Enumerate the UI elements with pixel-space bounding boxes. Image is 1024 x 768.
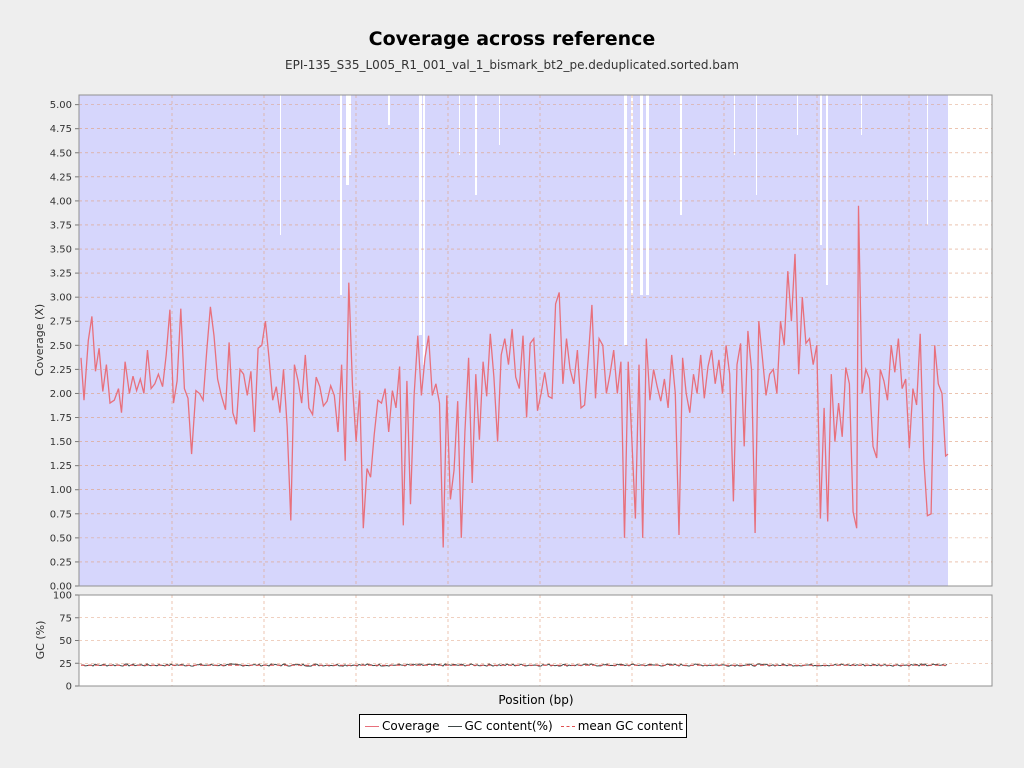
- chart-title: Coverage across reference: [368, 28, 656, 50]
- legend-label-mean-gc: mean GC content: [577, 719, 683, 733]
- gc-y-ticks: 0 25 50 75 100: [53, 591, 79, 693]
- coverage-y-tick-label-12: 3.00: [50, 293, 72, 304]
- coverage-gap-16: [756, 95, 757, 195]
- coverage-y-tick-label-7: 1.75: [50, 413, 72, 424]
- legend: Coverage GC content(%) mean GC content: [359, 714, 687, 738]
- x-axis-label: Position (bp): [498, 693, 573, 707]
- coverage-gap-18: [820, 95, 822, 245]
- coverage-y-tick-label-10: 2.50: [50, 341, 72, 352]
- coverage-gap-7: [459, 95, 460, 155]
- coverage-y-tick-label-8: 2.00: [50, 389, 72, 400]
- gc-plot: 0 25 50 75 100 GC (%): [34, 591, 993, 693]
- coverage-y-tick-label-9: 2.25: [50, 365, 72, 376]
- coverage-y-tick-label-5: 1.25: [50, 461, 72, 472]
- coverage-gap-1: [340, 95, 342, 295]
- coverage-gap-4: [388, 95, 390, 125]
- coverage-y-tick-label-11: 2.75: [50, 317, 72, 328]
- coverage-gap-13: [646, 95, 649, 295]
- coverage-y-tick-label-14: 3.50: [50, 245, 72, 256]
- coverage-y-tick-label-3: 0.75: [50, 509, 72, 520]
- legend-item-coverage: Coverage: [363, 719, 440, 733]
- coverage-plot-border: [78, 94, 993, 587]
- gc-plot-border: [78, 594, 993, 687]
- gc-y-tick-label-4: 100: [53, 591, 72, 602]
- coverage-y-tick-label-13: 3.25: [50, 269, 72, 280]
- coverage-gap-17: [797, 95, 798, 135]
- coverage-y-tick-label-15: 3.75: [50, 220, 72, 231]
- gc-y-tick-label-3: 75: [59, 613, 72, 624]
- coverage-y-tick-label-19: 4.75: [50, 124, 72, 135]
- gc-y-axis-label: GC (%): [34, 621, 47, 660]
- coverage-gaps: [280, 95, 928, 365]
- coverage-legend-swatch: [365, 725, 379, 727]
- gc-y-tick-label-2: 50: [59, 636, 72, 647]
- coverage-gap-3: [349, 95, 351, 155]
- coverage-y-tick-label-0: 0.00: [50, 582, 72, 593]
- gc-y-tick-label-0: 0: [66, 682, 72, 693]
- coverage-y-ticks: 0.00 0.25 0.50 0.75 1.00 1.25 1.50 1.75 2.00 2.25…: [50, 100, 79, 593]
- legend-label-gc-content: GC content(%): [464, 719, 553, 733]
- mean-gc-legend-swatch: [560, 725, 575, 727]
- chart-subtitle: EPI-135_S35_L005_R1_001_val_1_bismark_bt…: [285, 58, 739, 72]
- legend-item-gc-content: GC content(%): [446, 719, 553, 733]
- coverage-y-tick-label-6: 1.50: [50, 437, 72, 448]
- coverage-gap-14: [680, 95, 682, 215]
- coverage-gap-12: [640, 95, 643, 295]
- gc-content-legend-swatch: [447, 725, 462, 727]
- coverage-gap-5: [419, 95, 422, 335]
- coverage-y-tick-label-4: 1.00: [50, 485, 72, 496]
- legend-label-coverage: Coverage: [382, 719, 440, 733]
- coverage-gap-20: [861, 95, 862, 135]
- coverage-y-tick-label-20: 5.00: [50, 100, 72, 111]
- coverage-gap-8: [475, 95, 477, 195]
- coverage-y-tick-label-17: 4.25: [50, 172, 72, 183]
- coverage-y-tick-label-18: 4.50: [50, 148, 72, 159]
- coverage-y-tick-label-16: 4.00: [50, 196, 72, 207]
- coverage-gap-6: [423, 95, 425, 365]
- coverage-y-tick-label-2: 0.50: [50, 533, 72, 544]
- coverage-plot: 0.00 0.25 0.50 0.75 1.00 1.25 1.50 1.75 2.00 2.25…: [33, 94, 993, 593]
- coverage-gap-15: [734, 95, 735, 155]
- coverage-series-line: [80, 205, 949, 548]
- coverage-gap-10: [624, 95, 627, 345]
- gc-y-tick-label-1: 25: [59, 659, 72, 670]
- coverage-gap-11: [631, 95, 633, 295]
- coverage-y-axis-label: Coverage (X): [33, 304, 46, 376]
- coverage-gap-2: [346, 95, 349, 185]
- coverage-y-tick-label-1: 0.25: [50, 557, 72, 568]
- legend-item-mean-gc: mean GC content: [559, 719, 683, 733]
- coverage-gap-9: [499, 95, 500, 145]
- coverage-gap-0: [280, 95, 281, 235]
- coverage-gap-19: [826, 95, 828, 285]
- coverage-gap-21: [927, 95, 928, 225]
